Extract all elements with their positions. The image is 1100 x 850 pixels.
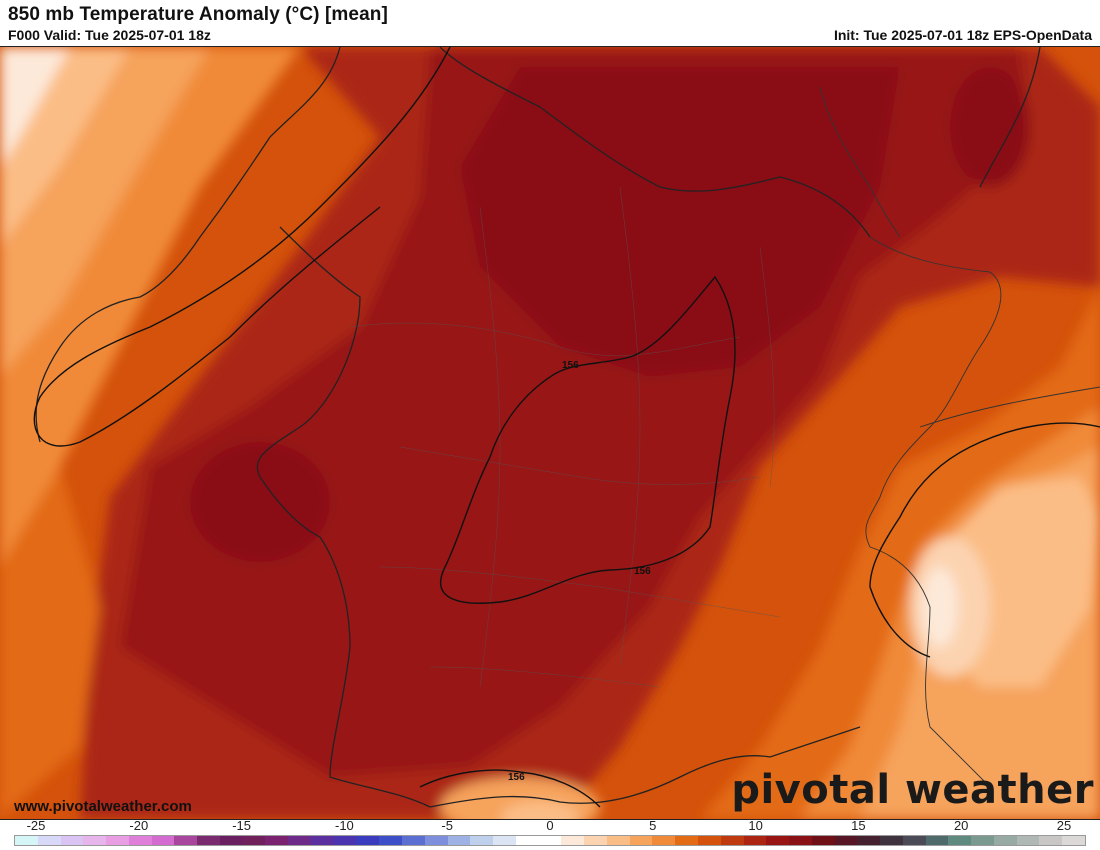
colorbar-swatch <box>811 836 835 845</box>
colorbar-swatch <box>447 836 471 845</box>
colorbar-swatch <box>652 836 676 845</box>
colorbar-tick-label: 20 <box>953 818 969 833</box>
colorbar-tick-label: 0 <box>546 818 554 833</box>
anomaly-map[interactable]: 156 156 156 www.pivotalweather.com pivot… <box>0 46 1100 820</box>
header: 850 mb Temperature Anomaly (°C) [mean] F… <box>0 0 1100 46</box>
colorbar-swatch <box>834 836 858 845</box>
colorbar-swatch <box>697 836 721 845</box>
colorbar-swatch <box>197 836 220 845</box>
colorbar-tick-label: -25 <box>26 818 46 833</box>
chart-title: 850 mb Temperature Anomaly (°C) [mean] <box>8 4 388 25</box>
watermark-url: www.pivotalweather.com <box>14 798 192 815</box>
country-borders <box>819 86 1100 788</box>
contour-label: 156 <box>634 566 651 577</box>
region-borders <box>349 186 781 688</box>
colorbar-tick-label: 25 <box>1056 818 1072 833</box>
colorbar-swatch <box>288 836 311 845</box>
colorbar-swatch <box>356 836 380 845</box>
colorbar-swatch <box>880 836 903 845</box>
colorbar-swatch <box>538 836 562 845</box>
colorbar <box>14 835 1086 846</box>
colorbar-swatch <box>60 836 84 845</box>
colorbar-swatch <box>174 836 198 845</box>
colorbar-swatch <box>948 836 972 845</box>
colorbar-swatch <box>37 836 61 845</box>
contour-label: 156 <box>562 360 579 371</box>
colorbar-tick-label: -20 <box>129 818 149 833</box>
colorbar-swatch <box>15 836 38 845</box>
contour-label: 156 <box>508 772 525 783</box>
colorbar-tick-label: 15 <box>851 818 866 833</box>
valid-time-label: F000 Valid: Tue 2025-07-01 18z <box>8 27 211 43</box>
colorbar-swatch <box>493 836 516 845</box>
colorbar-swatch <box>1016 836 1040 845</box>
colorbar-swatch <box>106 836 129 845</box>
colorbar-swatch <box>333 836 357 845</box>
colorbar-swatch <box>902 836 926 845</box>
colorbar-swatch <box>310 836 334 845</box>
colorbar-swatch <box>720 836 744 845</box>
colorbar-swatch <box>379 836 403 845</box>
colorbar-ticks: -25 -20 -15 -10 -5 0 5 10 15 20 25 <box>0 818 1100 834</box>
colorbar-tick-label: 5 <box>649 818 657 833</box>
colorbar-swatch <box>675 836 698 845</box>
colorbar-swatch <box>424 836 448 845</box>
colorbar-swatch <box>993 836 1017 845</box>
colorbar-tick-label: -15 <box>232 818 251 833</box>
brand-logo: pivotal weather <box>731 767 1094 813</box>
colorbar-tick-label: 10 <box>748 818 763 833</box>
coastline <box>35 47 1041 808</box>
colorbar-swatch <box>128 836 152 845</box>
colorbar-swatch <box>242 836 266 845</box>
map-canvas: 156 156 156 <box>0 47 1100 819</box>
colorbar-swatch <box>606 836 630 845</box>
colorbar-swatch <box>1039 836 1063 845</box>
colorbar-swatch <box>584 836 607 845</box>
colorbar-swatch <box>925 836 949 845</box>
colorbar-swatch <box>402 836 425 845</box>
colorbar-swatch <box>470 836 494 845</box>
geopotential-contours <box>33 47 1100 808</box>
anomaly-shading <box>0 47 1100 819</box>
colorbar-swatch <box>743 836 767 845</box>
colorbar-swatch <box>1062 836 1085 845</box>
init-time-label: Init: Tue 2025-07-01 18z EPS-OpenData <box>833 27 1092 43</box>
colorbar-swatch <box>857 836 881 845</box>
colorbar-tick-label: -10 <box>334 818 354 833</box>
colorbar-swatch <box>971 836 994 845</box>
colorbar-swatch <box>789 836 812 845</box>
colorbar-swatch <box>151 836 175 845</box>
colorbar-swatch <box>766 836 790 845</box>
colorbar-swatch <box>83 836 107 845</box>
colorbar-swatch <box>561 836 585 845</box>
colorbar-swatch <box>515 836 539 845</box>
colorbar-swatch <box>219 836 243 845</box>
colorbar-swatch <box>629 836 653 845</box>
colorbar-swatch <box>265 836 289 845</box>
colorbar-tick-label: -5 <box>441 818 453 833</box>
